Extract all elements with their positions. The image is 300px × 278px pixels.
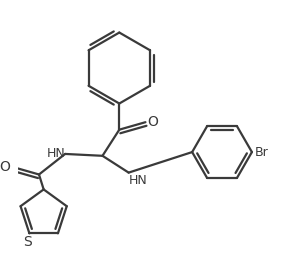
Text: Br: Br [255, 146, 268, 158]
Text: HN: HN [46, 147, 65, 160]
Text: O: O [147, 115, 158, 129]
Text: S: S [23, 235, 32, 249]
Text: HN: HN [129, 175, 147, 187]
Text: O: O [0, 160, 10, 174]
